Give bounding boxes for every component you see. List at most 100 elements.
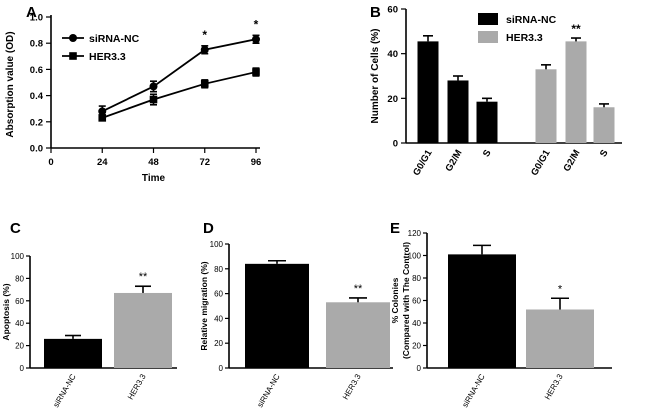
bar-sirna-nc <box>448 254 516 368</box>
y-tick-label: 80 <box>15 274 24 283</box>
x-tick-label: siRNA-NC <box>51 372 77 409</box>
panel-b-bar-chart: B 0 20 40 60 Number of Cells (%) G0/G1 G2/M S G0/… <box>370 4 622 178</box>
x-tick-label: S <box>598 148 611 159</box>
legend-marker-circle <box>69 34 77 42</box>
series-line-sirna-nc <box>101 38 257 113</box>
y-tick-label: 0 <box>393 139 398 150</box>
x-tick-label: 96 <box>251 157 262 168</box>
y-tick-label: 0.2 <box>30 117 43 128</box>
y-tick-label: 0 <box>417 364 422 373</box>
x-tick-label: siRNA-NC <box>255 372 281 409</box>
y-tick-label: 40 <box>412 319 421 328</box>
significance-marker: * <box>254 17 259 31</box>
x-tick-label: 72 <box>199 157 210 168</box>
data-point-square <box>200 80 209 88</box>
panel-e-colonies-chart: E 0 20 40 60 80 100 120 % Colonies (Compared with… <box>390 220 612 409</box>
y-tick-label: 0.6 <box>30 65 43 76</box>
data-point-square <box>252 68 260 76</box>
y-tick-label: 60 <box>412 297 421 306</box>
y-tick-label: 20 <box>412 342 421 351</box>
series-line-her3-3 <box>101 71 257 119</box>
legend-swatch <box>478 13 498 25</box>
bar-her3-3-g0-g1 <box>535 69 557 143</box>
y-tick-label: 20 <box>214 339 223 348</box>
significance-marker: ** <box>354 283 363 295</box>
y-axis-title: % Colonies <box>390 277 400 323</box>
y-axis-title: Relative migration (%) <box>199 261 209 350</box>
x-tick-label: G0/G1 <box>411 147 435 177</box>
panel-a-line-chart: A 0.0 0.2 0.4 0.6 0.8 1.0 0 24 48 72 96 Time Absorpti… <box>5 4 261 184</box>
bar-her3-3-s <box>593 107 615 143</box>
y-axis-title-line2: (Compared with The Control) <box>401 242 411 359</box>
legend-swatch <box>478 31 498 43</box>
significance-marker: ** <box>139 271 148 283</box>
data-point-circle <box>149 82 158 91</box>
data-point-circle <box>200 45 209 54</box>
significance-marker: ** <box>571 22 581 36</box>
bar-sirna-nc <box>245 263 309 368</box>
significance-marker: * <box>558 283 563 295</box>
bar-her3-3 <box>526 309 594 368</box>
y-tick-label: 100 <box>408 252 422 261</box>
y-tick-label: 0.4 <box>30 91 44 102</box>
panel-letter: B <box>370 4 381 21</box>
y-tick-label: 100 <box>210 240 224 249</box>
x-axis-title: Time <box>142 173 166 184</box>
data-point-circle <box>252 35 260 44</box>
panel-letter: E <box>390 220 400 237</box>
data-point-circle <box>98 107 107 116</box>
y-tick-label: 80 <box>214 265 223 274</box>
significance-marker: * <box>202 28 207 42</box>
panel-d-migration-chart: D 0 20 40 60 80 100 Relative migration (%) siRNA… <box>199 220 393 409</box>
y-tick-label: 120 <box>408 229 422 238</box>
y-axis-title: Apoptosis (%) <box>1 283 11 340</box>
y-tick-label: 40 <box>387 49 398 60</box>
data-point-square <box>149 95 158 104</box>
x-tick-label: G2/M <box>443 148 464 174</box>
y-tick-label: 60 <box>214 290 223 299</box>
x-tick-label: 24 <box>97 157 108 168</box>
panel-letter: D <box>203 220 214 237</box>
y-tick-label: 100 <box>11 252 25 261</box>
bar-sirna-nc <box>44 338 102 368</box>
y-tick-label: 40 <box>15 319 24 328</box>
x-tick-label: siRNA-NC <box>460 372 486 409</box>
y-tick-label: 20 <box>15 342 24 351</box>
legend-label: HER3.3 <box>506 32 543 44</box>
y-axis-title: Number of Cells (%) <box>370 28 381 123</box>
y-tick-label: 60 <box>15 297 24 306</box>
y-tick-label: 80 <box>412 274 421 283</box>
legend-label: HER3.3 <box>89 51 126 63</box>
legend-marker-square <box>69 52 77 60</box>
bar-sirna-nc-g2-m <box>447 80 469 143</box>
bar-her3-3-g2-m <box>565 41 587 144</box>
panel-letter: C <box>10 220 21 237</box>
y-tick-label: 20 <box>387 94 398 105</box>
x-tick-label: HER3.3 <box>341 372 363 401</box>
y-tick-label: 0.8 <box>30 39 43 50</box>
y-tick-label: 0 <box>20 364 25 373</box>
legend-label: siRNA-NC <box>506 14 557 26</box>
x-tick-label: 0 <box>48 157 53 168</box>
x-tick-label: 48 <box>148 157 159 168</box>
panel-letter: A <box>26 4 37 21</box>
y-tick-label: 0 <box>219 364 224 373</box>
panel-c-apoptosis-chart: C 0 20 40 60 80 100 Apoptosis (%) siRNA-NC HER3.3… <box>1 220 177 409</box>
bar-her3-3 <box>326 302 390 368</box>
y-tick-label: 1.0 <box>30 13 43 24</box>
x-tick-label: G2/M <box>561 148 582 174</box>
bar-her3-3 <box>114 292 172 368</box>
y-tick-label: 60 <box>387 5 398 16</box>
y-tick-label: 0.0 <box>30 144 43 155</box>
y-axis-title: Absorption value (OD) <box>5 31 16 137</box>
x-tick-label: G0/G1 <box>529 147 553 177</box>
x-tick-label: HER3.3 <box>543 372 565 401</box>
data-point-square <box>98 114 107 122</box>
legend-label: siRNA-NC <box>89 33 140 45</box>
y-tick-label: 40 <box>214 314 223 323</box>
bar-sirna-nc-g0-g1 <box>417 41 439 144</box>
bar-sirna-nc-s <box>476 101 498 143</box>
x-tick-label: S <box>481 148 494 159</box>
x-tick-label: HER3.3 <box>126 372 148 401</box>
